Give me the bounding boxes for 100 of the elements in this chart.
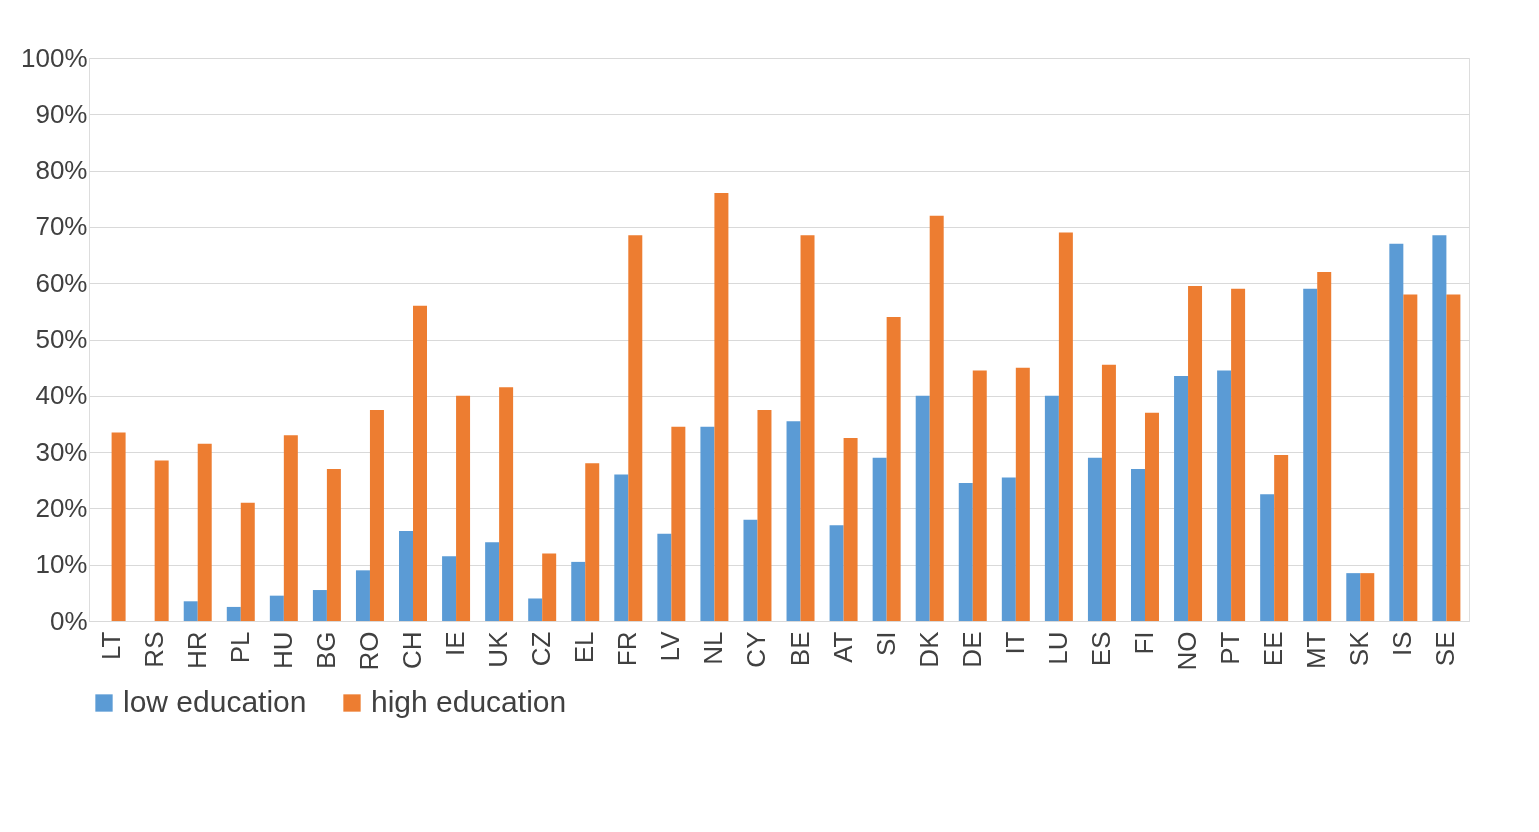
y-tick-label: 70%	[35, 211, 88, 242]
y-tick-label: 90%	[35, 98, 88, 129]
y-tick-label: 100%	[21, 42, 88, 73]
bar	[1303, 288, 1318, 621]
bar	[183, 601, 198, 621]
x-tick-label: EE	[1258, 631, 1289, 667]
y-tick-label: 20%	[35, 492, 88, 523]
x-tick-label: UK	[483, 630, 514, 668]
x-tick-label: DE	[956, 631, 987, 668]
bar	[1174, 376, 1189, 621]
bar	[283, 435, 298, 621]
bar	[197, 443, 212, 621]
bar	[1001, 477, 1016, 621]
x-tick-label: IS	[1387, 631, 1418, 657]
bar	[1389, 243, 1404, 621]
bar	[958, 483, 973, 621]
x-tick-label: PT	[1215, 631, 1246, 665]
bar	[800, 235, 815, 621]
bar	[1231, 288, 1246, 621]
bar	[829, 525, 844, 621]
x-tick-label: SE	[1430, 631, 1461, 667]
x-tick-label: CZ	[526, 631, 557, 667]
bar	[442, 556, 457, 621]
bar	[614, 474, 629, 621]
bar	[240, 502, 255, 621]
bar	[1360, 573, 1375, 621]
x-tick-label: RS	[138, 631, 169, 668]
bar	[671, 426, 686, 621]
bar	[1144, 412, 1159, 621]
bar	[154, 460, 169, 621]
bar	[700, 426, 715, 621]
bar	[1260, 494, 1275, 621]
bar	[542, 553, 557, 621]
x-tick-label: BG	[310, 631, 341, 670]
legend-label: low education	[123, 685, 307, 718]
y-tick-label: 10%	[35, 549, 88, 580]
y-tick-label: 60%	[35, 267, 88, 298]
bar	[1087, 457, 1102, 621]
bar	[413, 305, 427, 621]
x-tick-label: SK	[1344, 630, 1375, 667]
bar	[886, 316, 901, 621]
x-tick-label: NO	[1172, 631, 1203, 671]
x-tick-label: AT	[827, 631, 858, 663]
bar	[1403, 294, 1418, 621]
x-tick-label: NL	[698, 631, 729, 665]
bar	[585, 463, 600, 621]
bar	[1015, 367, 1030, 621]
x-tick-label: FI	[1128, 631, 1159, 655]
x-tick-label: ES	[1085, 631, 1116, 667]
bar	[1131, 468, 1145, 621]
x-tick-label: CY	[741, 631, 772, 668]
x-tick-label: HU	[267, 631, 298, 670]
bar	[399, 530, 414, 621]
y-tick-label: 30%	[35, 436, 88, 467]
bar	[111, 432, 126, 621]
bar	[1217, 370, 1232, 621]
bar	[485, 542, 500, 621]
x-tick-label: PL	[224, 631, 255, 664]
x-tick-label: MT	[1301, 631, 1332, 670]
bar	[843, 438, 858, 621]
x-tick-label: SI	[870, 631, 901, 657]
bar	[1188, 286, 1203, 621]
bar	[456, 395, 471, 621]
x-tick-label: LT	[95, 631, 126, 660]
bar	[1101, 364, 1116, 621]
bar	[972, 370, 987, 621]
bar	[915, 395, 930, 621]
x-tick-label: CH	[397, 631, 428, 670]
x-tick-label: IE	[440, 631, 471, 657]
bar	[872, 457, 887, 621]
bar	[929, 215, 944, 621]
bar	[1317, 271, 1332, 621]
bar	[312, 590, 327, 621]
bar	[269, 595, 284, 621]
bar	[657, 533, 672, 621]
bar	[786, 421, 801, 621]
x-tick-label: FR	[612, 631, 643, 667]
x-tick-label: LU	[1042, 631, 1073, 665]
bar	[757, 409, 772, 621]
bar	[369, 409, 384, 621]
x-tick-label: EL	[569, 631, 600, 664]
x-tick-label: DK	[913, 630, 944, 668]
y-tick-label: 80%	[35, 155, 88, 186]
bar	[628, 235, 643, 621]
bar	[1446, 294, 1461, 621]
legend-label: high education	[371, 685, 567, 718]
x-tick-label: RO	[353, 631, 384, 671]
bar	[1274, 454, 1289, 621]
y-tick-label: 50%	[35, 324, 88, 354]
bar	[1432, 235, 1447, 621]
bar	[1044, 395, 1059, 621]
bar	[743, 519, 758, 621]
x-tick-label: IT	[999, 631, 1030, 655]
bar	[1346, 573, 1361, 621]
y-tick-label: 0%	[49, 605, 88, 636]
bar	[355, 570, 370, 621]
x-tick-label: LV	[655, 630, 686, 662]
bar	[226, 606, 241, 621]
x-tick-label: BE	[784, 631, 815, 667]
bar	[528, 598, 543, 621]
